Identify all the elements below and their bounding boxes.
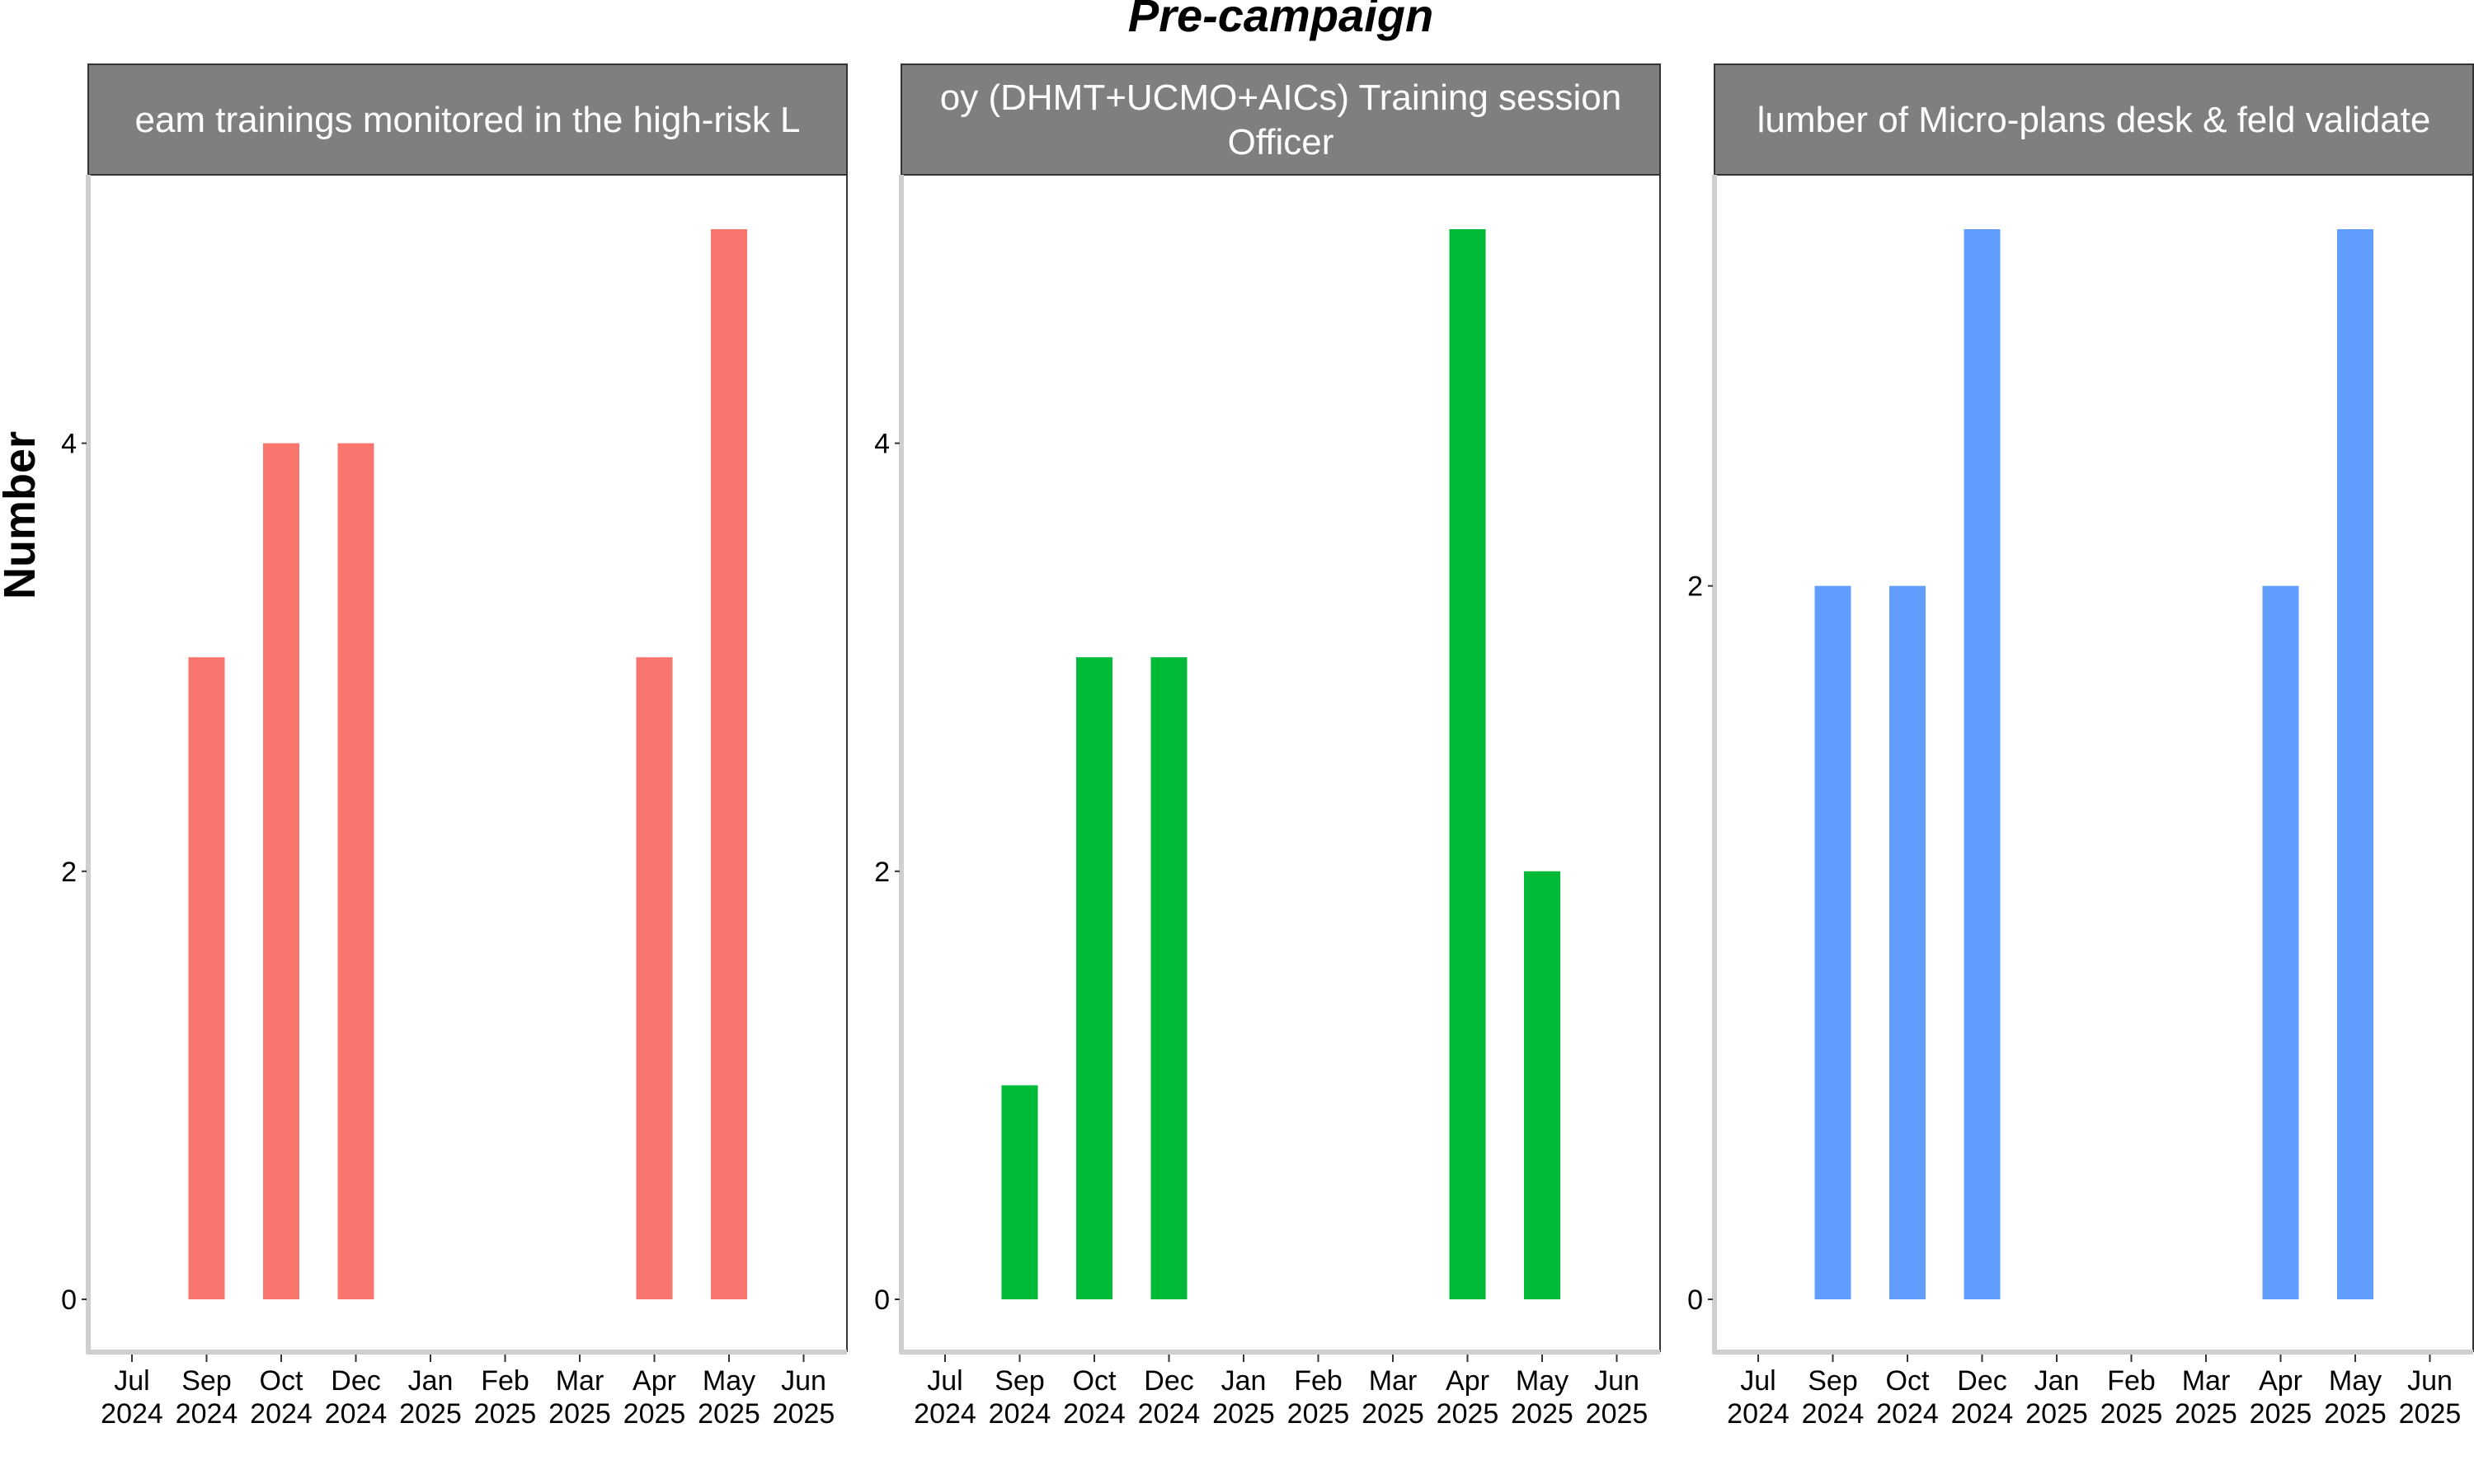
x-tick-label-year: 2024 (989, 1398, 1051, 1430)
x-tick-label-year: 2025 (548, 1398, 611, 1430)
x-tick-label-month: Sep (995, 1365, 1045, 1397)
x-tick-label-year: 2024 (1802, 1398, 1865, 1430)
x-tick-label-month: May (703, 1365, 755, 1397)
x-tick-label-year: 2024 (1727, 1398, 1790, 1430)
y-tick-label: 2 (1687, 571, 1703, 603)
x-tick-label-month: Jul (114, 1365, 149, 1397)
x-tick-label-month: Oct (1886, 1365, 1930, 1397)
facet-panel-2: oy (DHMT+UCMO+AICs) Training sessionOffi… (874, 63, 1661, 1430)
facet-strip-label: lumber of Micro-plans desk & feld valida… (1757, 100, 2431, 140)
bar-apr-2025 (1449, 229, 1486, 1299)
bar-dec-2024 (337, 443, 374, 1299)
x-tick-label-month: Mar (556, 1365, 604, 1397)
y-tick-label: 0 (61, 1284, 77, 1316)
x-tick-label-year: 2024 (1063, 1398, 1126, 1430)
chart-title: Pre-campaign (1128, 0, 1433, 41)
x-tick-label-month: Apr (2259, 1365, 2302, 1397)
x-tick-label-month: Jun (781, 1365, 826, 1397)
x-tick-label-year: 2025 (1437, 1398, 1499, 1430)
x-tick-label-year: 2024 (101, 1398, 163, 1430)
x-tick-label-month: Feb (2107, 1365, 2156, 1397)
x-tick-label-month: Sep (1808, 1365, 1858, 1397)
y-tick-label: 4 (61, 429, 77, 460)
x-tick-label-year: 2025 (1362, 1398, 1424, 1430)
facet-strip-label: oy (DHMT+UCMO+AICs) Training session (940, 77, 1621, 118)
bar-oct-2024 (1076, 657, 1112, 1299)
x-tick-label-year: 2025 (2399, 1398, 2462, 1430)
x-tick-label-month: Sep (181, 1365, 232, 1397)
x-tick-label-month: Dec (1957, 1365, 2006, 1397)
bar-oct-2024 (1889, 585, 1926, 1299)
bar-sep-2024 (1814, 585, 1851, 1299)
y-tick-label: 2 (61, 857, 77, 888)
x-tick-label-month: Jun (1594, 1365, 1639, 1397)
x-tick-label-year: 2024 (1138, 1398, 1201, 1430)
facet-strip-label: Officer (1228, 122, 1334, 162)
x-tick-label-year: 2025 (1586, 1398, 1649, 1430)
x-tick-label-month: Jul (927, 1365, 962, 1397)
bar-may-2025 (2337, 229, 2373, 1299)
x-tick-label-year: 2024 (325, 1398, 388, 1430)
x-tick-label-year: 2025 (2175, 1398, 2237, 1430)
bar-may-2025 (1524, 871, 1560, 1299)
x-tick-label-year: 2024 (1876, 1398, 1939, 1430)
facet-strip (901, 63, 1661, 176)
x-tick-label-month: May (1516, 1365, 1569, 1397)
x-tick-label-year: 2025 (1212, 1398, 1275, 1430)
x-tick-label-month: Feb (481, 1365, 529, 1397)
bar-oct-2024 (263, 443, 299, 1299)
facet-panel-1: eam trainings monitored in the high-risk… (61, 63, 848, 1430)
bar-apr-2025 (2262, 585, 2299, 1299)
x-tick-label-year: 2025 (2100, 1398, 2163, 1430)
x-tick-label-month: Oct (260, 1365, 303, 1397)
x-tick-label-year: 2025 (1511, 1398, 1573, 1430)
x-tick-label-year: 2025 (698, 1398, 760, 1430)
x-tick-label-year: 2025 (2250, 1398, 2312, 1430)
y-tick-label: 2 (874, 857, 890, 888)
facet-strip-label: eam trainings monitored in the high-risk… (134, 100, 800, 140)
x-tick-label-year: 2025 (2025, 1398, 2088, 1430)
x-tick-label-month: Apr (1446, 1365, 1489, 1397)
x-tick-label-year: 2025 (2324, 1398, 2387, 1430)
x-tick-label-year: 2024 (176, 1398, 238, 1430)
bar-sep-2024 (188, 657, 225, 1299)
x-tick-label-year: 2025 (773, 1398, 835, 1430)
bar-dec-2024 (1964, 229, 2001, 1299)
x-tick-label-month: Oct (1073, 1365, 1117, 1397)
y-tick-label: 0 (874, 1284, 890, 1316)
bar-may-2025 (711, 229, 747, 1299)
y-tick-label: 4 (874, 429, 890, 460)
x-tick-label-month: Dec (331, 1365, 380, 1397)
facet-panels: eam trainings monitored in the high-risk… (61, 63, 2474, 1430)
x-tick-label-month: May (2329, 1365, 2382, 1397)
x-tick-label-month: Feb (1294, 1365, 1343, 1397)
x-tick-label-year: 2025 (1287, 1398, 1350, 1430)
x-tick-label-year: 2025 (474, 1398, 537, 1430)
x-tick-label-year: 2024 (1951, 1398, 2014, 1430)
facet-panel-3: lumber of Micro-plans desk & feld valida… (1687, 63, 2474, 1430)
x-tick-label-month: Mar (2182, 1365, 2231, 1397)
x-tick-label-month: Jun (2407, 1365, 2453, 1397)
bar-apr-2025 (636, 657, 673, 1299)
x-tick-label-year: 2025 (399, 1398, 462, 1430)
bar-dec-2024 (1150, 657, 1188, 1299)
x-tick-label-year: 2024 (250, 1398, 313, 1430)
x-tick-label-month: Jul (1740, 1365, 1776, 1397)
x-tick-label-month: Apr (633, 1365, 676, 1397)
x-tick-label-year: 2024 (914, 1398, 976, 1430)
y-tick-label: 0 (1687, 1284, 1703, 1316)
x-tick-label-month: Jan (408, 1365, 454, 1397)
bar-sep-2024 (1001, 1085, 1038, 1299)
x-tick-label-month: Mar (1369, 1365, 1418, 1397)
x-tick-label-month: Jan (1221, 1365, 1267, 1397)
x-tick-label-year: 2025 (623, 1398, 686, 1430)
facet-strip (87, 63, 848, 176)
x-tick-label-month: Jan (2034, 1365, 2080, 1397)
y-axis-label: Number (0, 431, 45, 599)
x-tick-label-month: Dec (1144, 1365, 1193, 1397)
